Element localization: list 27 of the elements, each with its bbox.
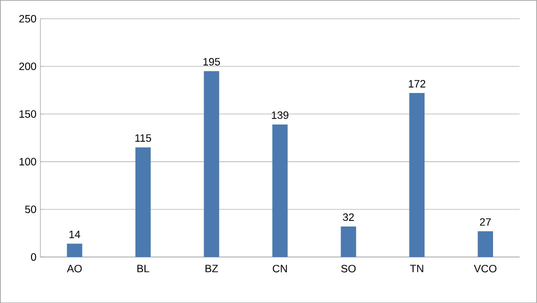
bar bbox=[340, 226, 356, 257]
bar bbox=[66, 243, 82, 257]
x-tick-label: BZ bbox=[206, 264, 218, 272]
data-label: 115 bbox=[135, 134, 152, 142]
x-tick-label: TN bbox=[410, 264, 424, 272]
x-tick-label: CN bbox=[272, 264, 287, 272]
data-label: 195 bbox=[203, 58, 220, 66]
data-label: 32 bbox=[342, 213, 354, 221]
bar bbox=[135, 147, 151, 257]
y-tick-label: 50 bbox=[25, 205, 36, 213]
bar bbox=[272, 124, 288, 257]
y-tick-label: 250 bbox=[19, 14, 36, 22]
y-tick-label: 200 bbox=[19, 62, 36, 70]
bar bbox=[409, 92, 425, 257]
x-tick-label: AO bbox=[66, 264, 82, 272]
x-tick-label: BL bbox=[137, 264, 150, 272]
bar bbox=[204, 70, 220, 257]
data-label: 172 bbox=[408, 80, 426, 88]
x-tick-label: VCO bbox=[474, 264, 496, 272]
data-label: 14 bbox=[69, 230, 80, 238]
data-label: 139 bbox=[272, 111, 288, 119]
bar bbox=[478, 231, 494, 257]
y-tick-label: 150 bbox=[20, 110, 36, 118]
y-tick-label: 0 bbox=[31, 253, 36, 261]
x-tick-label: SO bbox=[341, 264, 356, 272]
data-label: 27 bbox=[480, 218, 491, 226]
y-tick-label: 100 bbox=[20, 158, 36, 166]
